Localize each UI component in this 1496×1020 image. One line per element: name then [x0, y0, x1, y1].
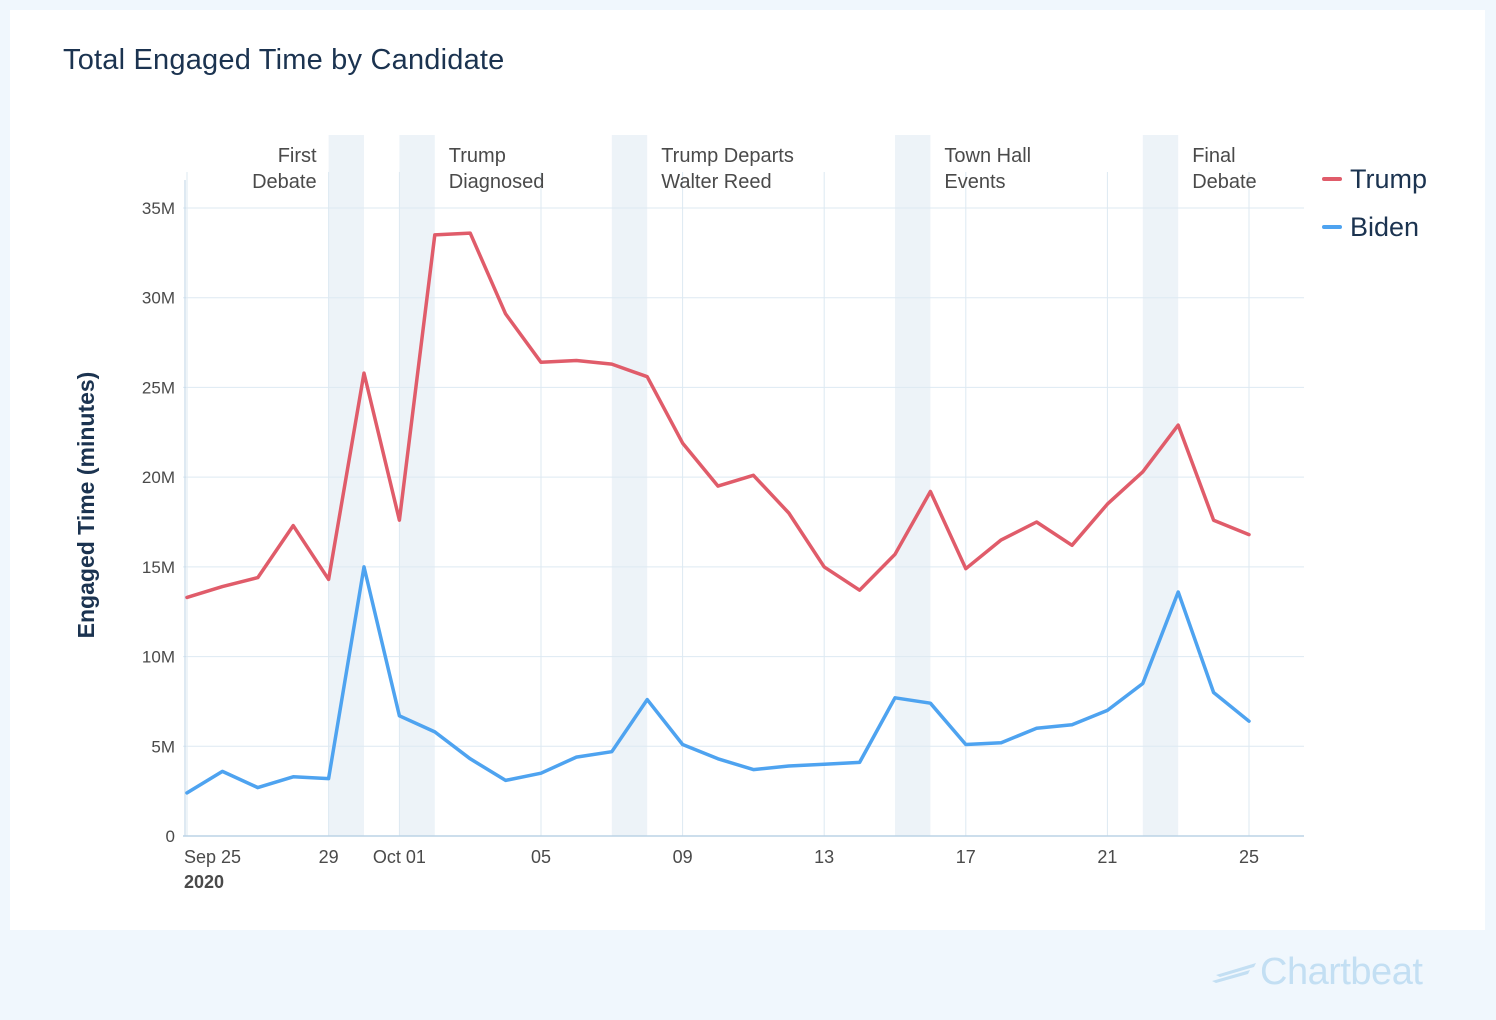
event-label-2-line-1: Walter Reed	[661, 171, 771, 193]
x-tick-label-2: Oct 01	[373, 847, 426, 867]
y-tick-label-2: 10M	[142, 648, 175, 667]
y-tick-label-5: 25M	[142, 378, 175, 397]
event-band-3	[895, 135, 931, 836]
x-tick-label-7: 21	[1097, 847, 1117, 867]
event-label-0-line-1: Debate	[252, 171, 317, 193]
x-tick-label-3: 05	[531, 847, 551, 867]
y-tick-label-6: 30M	[142, 289, 175, 308]
chartbeat-logo-icon	[1212, 963, 1256, 983]
series-line-trump	[185, 231, 1251, 600]
event-band-4	[1142, 135, 1179, 836]
chart-card	[10, 10, 1485, 930]
x-tick-label-6: 17	[956, 847, 976, 867]
x-tick-label-4: 09	[673, 847, 693, 867]
x-tick-label-5: 13	[814, 847, 834, 867]
legend-label-trump: Trump	[1350, 164, 1427, 194]
event-band-2	[611, 135, 648, 836]
x-tick-label-1: 29	[319, 847, 339, 867]
y-tick-label-4: 20M	[142, 468, 175, 487]
event-label-3-line-1: Events	[944, 171, 1005, 193]
x-tick-label-8: 25	[1239, 847, 1259, 867]
event-label-1-line-1: Diagnosed	[449, 171, 545, 193]
x-tick-sublabel-0: 2020	[184, 872, 224, 892]
event-label-1-line-0: Trump	[449, 145, 506, 167]
chartbeat-logo-text: Chartbeat	[1260, 950, 1423, 993]
chartbeat-logo: Chartbeat	[1210, 950, 1423, 994]
y-axis-title: Engaged Time (minutes)	[73, 372, 99, 639]
y-tick-label-3: 15M	[142, 558, 175, 577]
event-label-4-line-0: Final	[1192, 145, 1235, 167]
y-tick-label-1: 5M	[151, 737, 175, 756]
event-label-4-line-1: Debate	[1192, 171, 1257, 193]
event-label-0-line-0: First	[278, 145, 317, 167]
x-tick-label-0: Sep 25	[184, 847, 241, 867]
legend-label-biden: Biden	[1350, 212, 1419, 242]
event-label-2-line-0: Trump Departs	[661, 145, 794, 167]
event-label-3-line-0: Town Hall	[944, 145, 1031, 167]
y-tick-label-7: 35M	[142, 199, 175, 218]
series-line-biden	[185, 565, 1251, 795]
y-tick-label-0: 0	[166, 827, 175, 846]
chart-title: Total Engaged Time by Candidate	[63, 44, 505, 76]
